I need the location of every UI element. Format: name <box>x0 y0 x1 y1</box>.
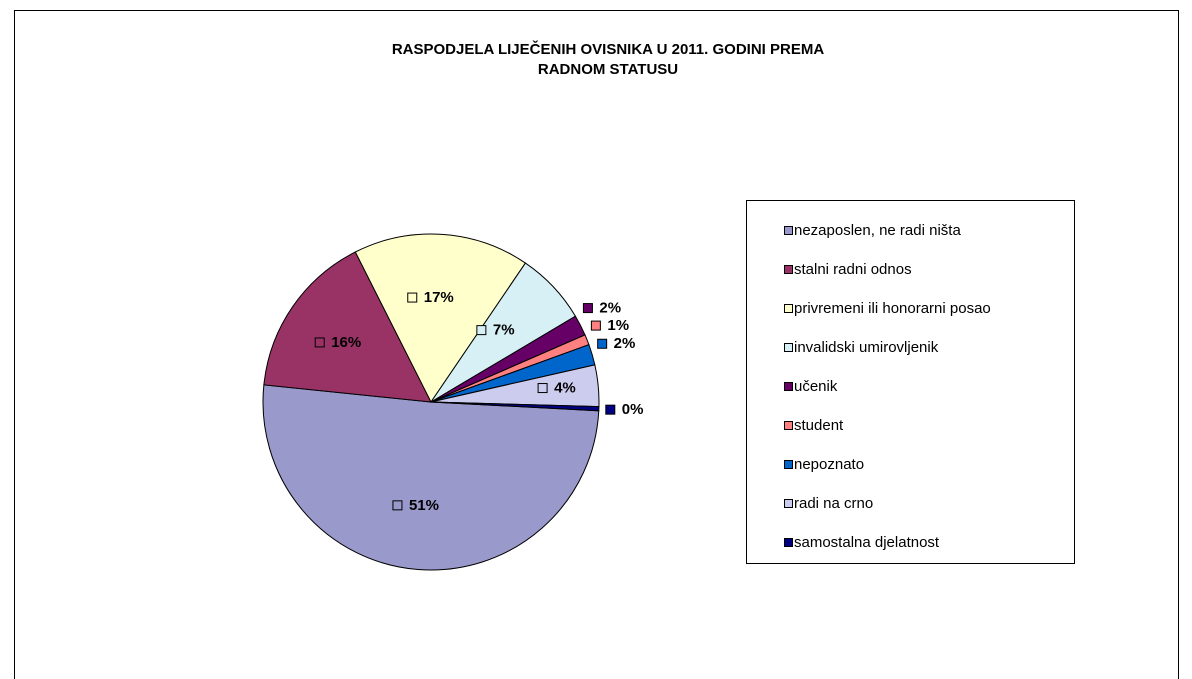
label-key <box>537 383 548 394</box>
label-key <box>314 337 325 348</box>
legend-label: invalidski umirovljenik <box>794 339 939 356</box>
legend-label: nezaposlen, ne radi ništa <box>794 222 961 239</box>
label-key <box>582 303 593 314</box>
data-label: 16% <box>331 334 361 351</box>
legend-label: stalni radni odnos <box>794 261 912 278</box>
data-label: 0% <box>622 401 644 418</box>
chart-title: RADNOM STATUSU <box>538 61 678 78</box>
legend-label: samostalna djelatnost <box>794 534 940 551</box>
legend-label: učenik <box>794 378 838 395</box>
legend-label: student <box>794 417 844 434</box>
pie-slice <box>354 233 527 403</box>
data-label: 7% <box>493 322 515 339</box>
legend-key <box>784 382 793 391</box>
legend-key <box>784 226 793 235</box>
legend-key <box>784 304 793 313</box>
chart-title: RASPODJELA LIJEČENIH OVISNIKA U 2011. GO… <box>392 40 824 58</box>
data-label: 1% <box>607 317 629 334</box>
legend-key <box>784 499 793 508</box>
label-key <box>597 338 608 349</box>
label-key <box>605 404 616 415</box>
data-label: 2% <box>599 300 621 317</box>
legend-key <box>784 343 793 352</box>
data-label: 4% <box>554 380 576 397</box>
label-key <box>590 320 601 331</box>
label-key <box>392 500 403 511</box>
legend-box <box>746 200 1075 564</box>
pie-slice <box>262 384 600 571</box>
legend-key <box>784 460 793 469</box>
label-key <box>476 325 487 336</box>
legend-key <box>784 265 793 274</box>
data-label: 2% <box>614 335 636 352</box>
data-label: 51% <box>409 497 439 514</box>
label-key <box>407 292 418 303</box>
pie-slice <box>430 401 600 412</box>
pie-slice <box>263 251 432 403</box>
legend-label: radi na crno <box>794 495 873 512</box>
legend-key <box>784 421 793 430</box>
data-label: 17% <box>424 289 454 306</box>
legend-label: nepoznato <box>794 456 864 473</box>
legend-label: privremeni ili honorarni posao <box>794 300 991 317</box>
legend-key <box>784 538 793 547</box>
